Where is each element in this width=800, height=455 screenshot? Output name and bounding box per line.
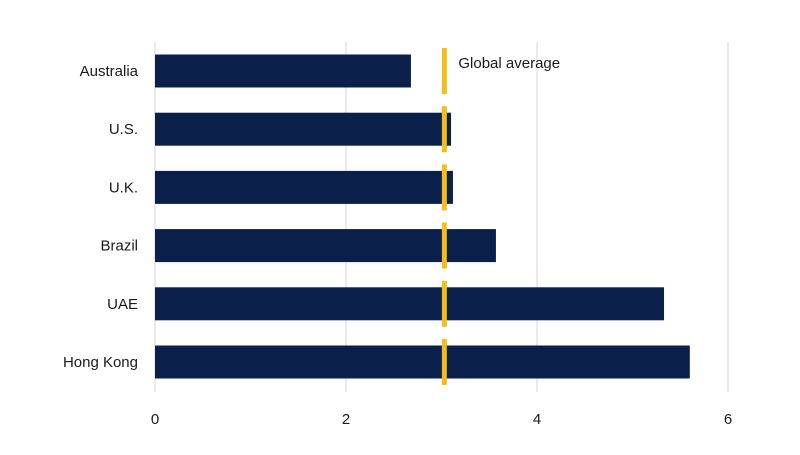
category-label-u-k: U.K. — [109, 179, 138, 196]
bar-uae — [155, 287, 665, 321]
bar-u-s — [155, 112, 452, 146]
bar-u-k — [155, 170, 453, 204]
global-average-marker-hong-kong — [441, 339, 447, 385]
category-label-uae: UAE — [107, 296, 138, 313]
bars — [155, 54, 690, 379]
axis-labels: Australia U.S. U.K. Brazil UAE Hong Kong 0 2 4 6 — [63, 63, 732, 428]
global-average-marker-uae — [441, 280, 447, 327]
global-average-marker-brazil — [441, 222, 447, 269]
global-average-label: Global average — [458, 55, 560, 72]
category-label-hong-kong: Hong Kong — [63, 354, 138, 371]
category-label-brazil: Brazil — [100, 238, 138, 255]
x-tick-label-4: 4 — [533, 411, 541, 428]
reference-line-group: Global average — [441, 48, 560, 385]
gridlines — [154, 42, 729, 392]
x-tick-label-2: 2 — [342, 411, 350, 428]
x-tick-label-6: 6 — [724, 411, 732, 428]
bar-australia — [155, 54, 411, 88]
category-label-u-s: U.S. — [109, 121, 138, 138]
bar-hong-kong — [155, 345, 690, 379]
category-label-australia: Australia — [80, 63, 139, 80]
global-average-marker-australia — [441, 48, 447, 94]
bar-brazil — [155, 229, 496, 263]
x-tick-label-0: 0 — [151, 411, 159, 428]
global-average-marker-u-s — [441, 106, 447, 153]
global-average-marker-u-k — [441, 164, 447, 211]
